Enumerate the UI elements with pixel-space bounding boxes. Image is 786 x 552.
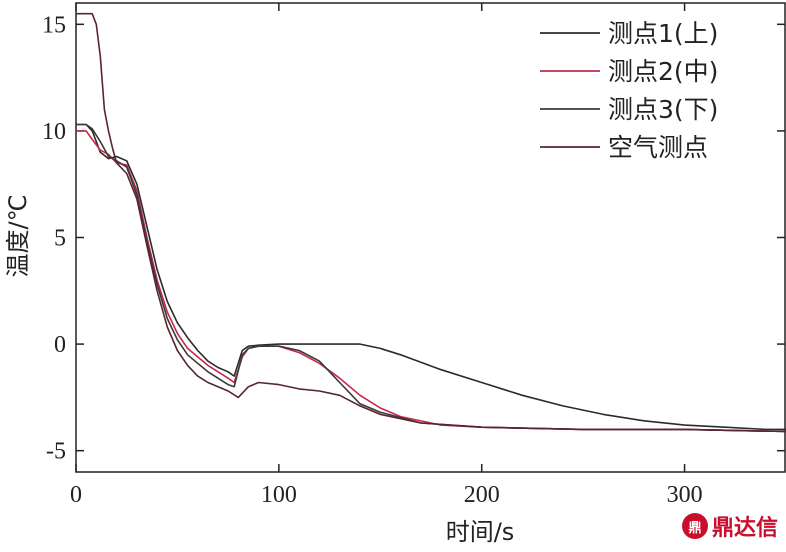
series-layer: [76, 12, 786, 433]
y-tick-label: 5: [54, 226, 66, 252]
legend-label-2: 测点2(中): [608, 57, 718, 86]
watermark-text: 鼎达信: [711, 516, 778, 541]
legend-label-3: 测点3(下): [608, 95, 718, 124]
x-tick-label: 200: [464, 482, 500, 508]
axes: [75, 2, 786, 473]
legend-label-4: 空气测点: [608, 133, 708, 162]
series-line-2: [76, 130, 786, 433]
x-tick-label: 100: [261, 482, 297, 508]
y-tick-label: 10: [42, 119, 66, 145]
x-axis-title: 时间/s: [446, 518, 515, 546]
series-line-1: [76, 123, 786, 431]
x-tick-label: 300: [667, 482, 703, 508]
y-axis-title: 温度/℃: [4, 194, 32, 277]
y-tick-label: -5: [46, 439, 66, 465]
series-line-3: [76, 123, 786, 433]
series-line-4: [76, 12, 786, 433]
watermark-logo-icon: 鼎: [681, 513, 708, 539]
x-tick-label: 0: [70, 482, 82, 508]
y-tick-label: 15: [42, 12, 66, 38]
y-tick-label: 0: [54, 332, 66, 358]
legend: 测点1(上) 测点2(中) 测点3(下) 空气测点: [540, 19, 718, 162]
watermark: 鼎 鼎达信: [681, 510, 778, 542]
legend-label-1: 测点1(上): [608, 19, 718, 48]
